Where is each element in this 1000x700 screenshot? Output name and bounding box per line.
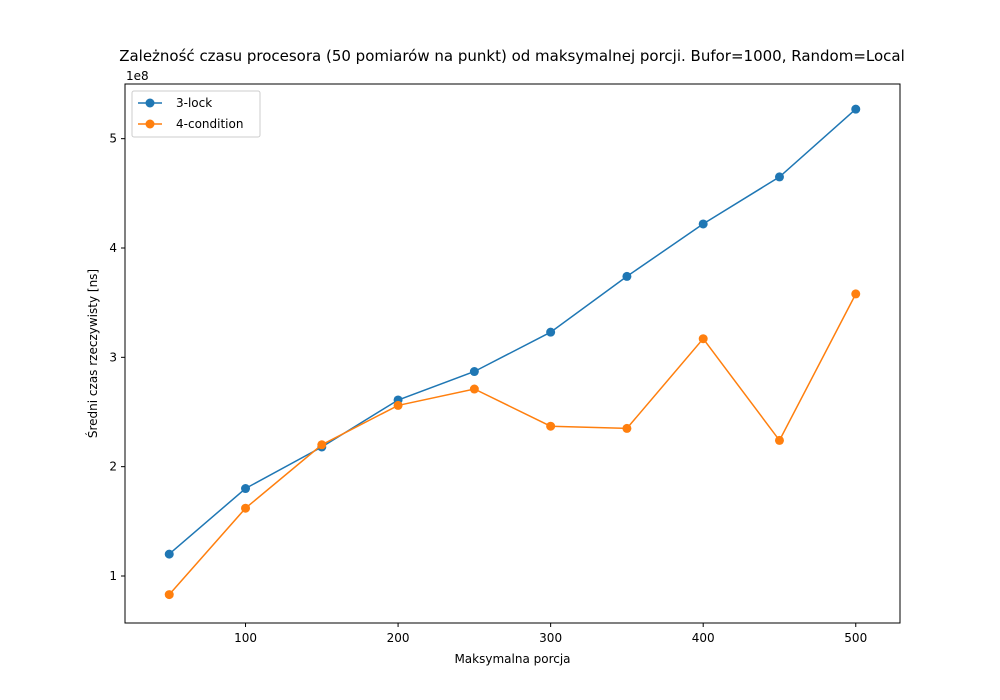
data-point-3-lock: [698, 219, 708, 229]
legend-marker-3-lock: [145, 98, 155, 108]
legend-label-3-lock: 3-lock: [176, 96, 212, 110]
data-point-3-lock: [469, 367, 479, 377]
y-tick-label: 4: [109, 241, 117, 255]
data-point-3-lock: [622, 271, 632, 281]
x-tick-label: 100: [234, 631, 257, 645]
legend-label-4-condition: 4-condition: [176, 117, 243, 131]
x-tick-label: 500: [844, 631, 867, 645]
data-point-3-lock: [241, 484, 251, 494]
data-point-4-condition: [317, 440, 327, 450]
data-point-3-lock: [546, 327, 556, 337]
data-point-3-lock: [851, 104, 861, 114]
data-point-4-condition: [851, 289, 861, 299]
y-axis-label: Średni czas rzeczywisty [ns]: [85, 269, 100, 438]
legend-box: [131, 90, 261, 138]
series-layer: [164, 104, 861, 600]
y-tick-label: 2: [109, 460, 117, 474]
data-point-4-condition: [241, 503, 251, 513]
x-tick-label: 300: [539, 631, 562, 645]
y-tick-label: 5: [109, 132, 117, 146]
legend-marker-4-condition: [145, 119, 155, 129]
data-point-4-condition: [393, 400, 403, 410]
data-point-4-condition: [546, 421, 556, 431]
series-4-condition: [164, 289, 861, 600]
y-scale-label: 1e8: [126, 69, 149, 83]
x-tick-label: 200: [387, 631, 410, 645]
data-point-3-lock: [774, 172, 784, 182]
data-point-4-condition: [164, 590, 174, 600]
y-tick-label: 3: [109, 350, 117, 364]
y-tick-label: 1: [109, 569, 117, 583]
series-line-4-condition: [168, 293, 857, 596]
data-point-3-lock: [164, 549, 174, 559]
data-point-4-condition: [469, 384, 479, 394]
chart-title: Zależność czasu procesora (50 pomiarów n…: [119, 47, 905, 65]
x-axis-label: Maksymalna porcja: [454, 652, 570, 666]
ticks-layer: 100 200 300 400 500 1 2 3 4 5: [109, 132, 867, 645]
legend: 3-lock 4-condition: [131, 90, 261, 138]
data-point-4-condition: [622, 423, 632, 433]
series-3-lock: [164, 104, 861, 559]
series-line-3-lock: [168, 108, 857, 555]
data-point-4-condition: [774, 435, 784, 445]
data-point-4-condition: [698, 334, 708, 344]
x-tick-label: 400: [692, 631, 715, 645]
plot-frame: [124, 83, 901, 624]
